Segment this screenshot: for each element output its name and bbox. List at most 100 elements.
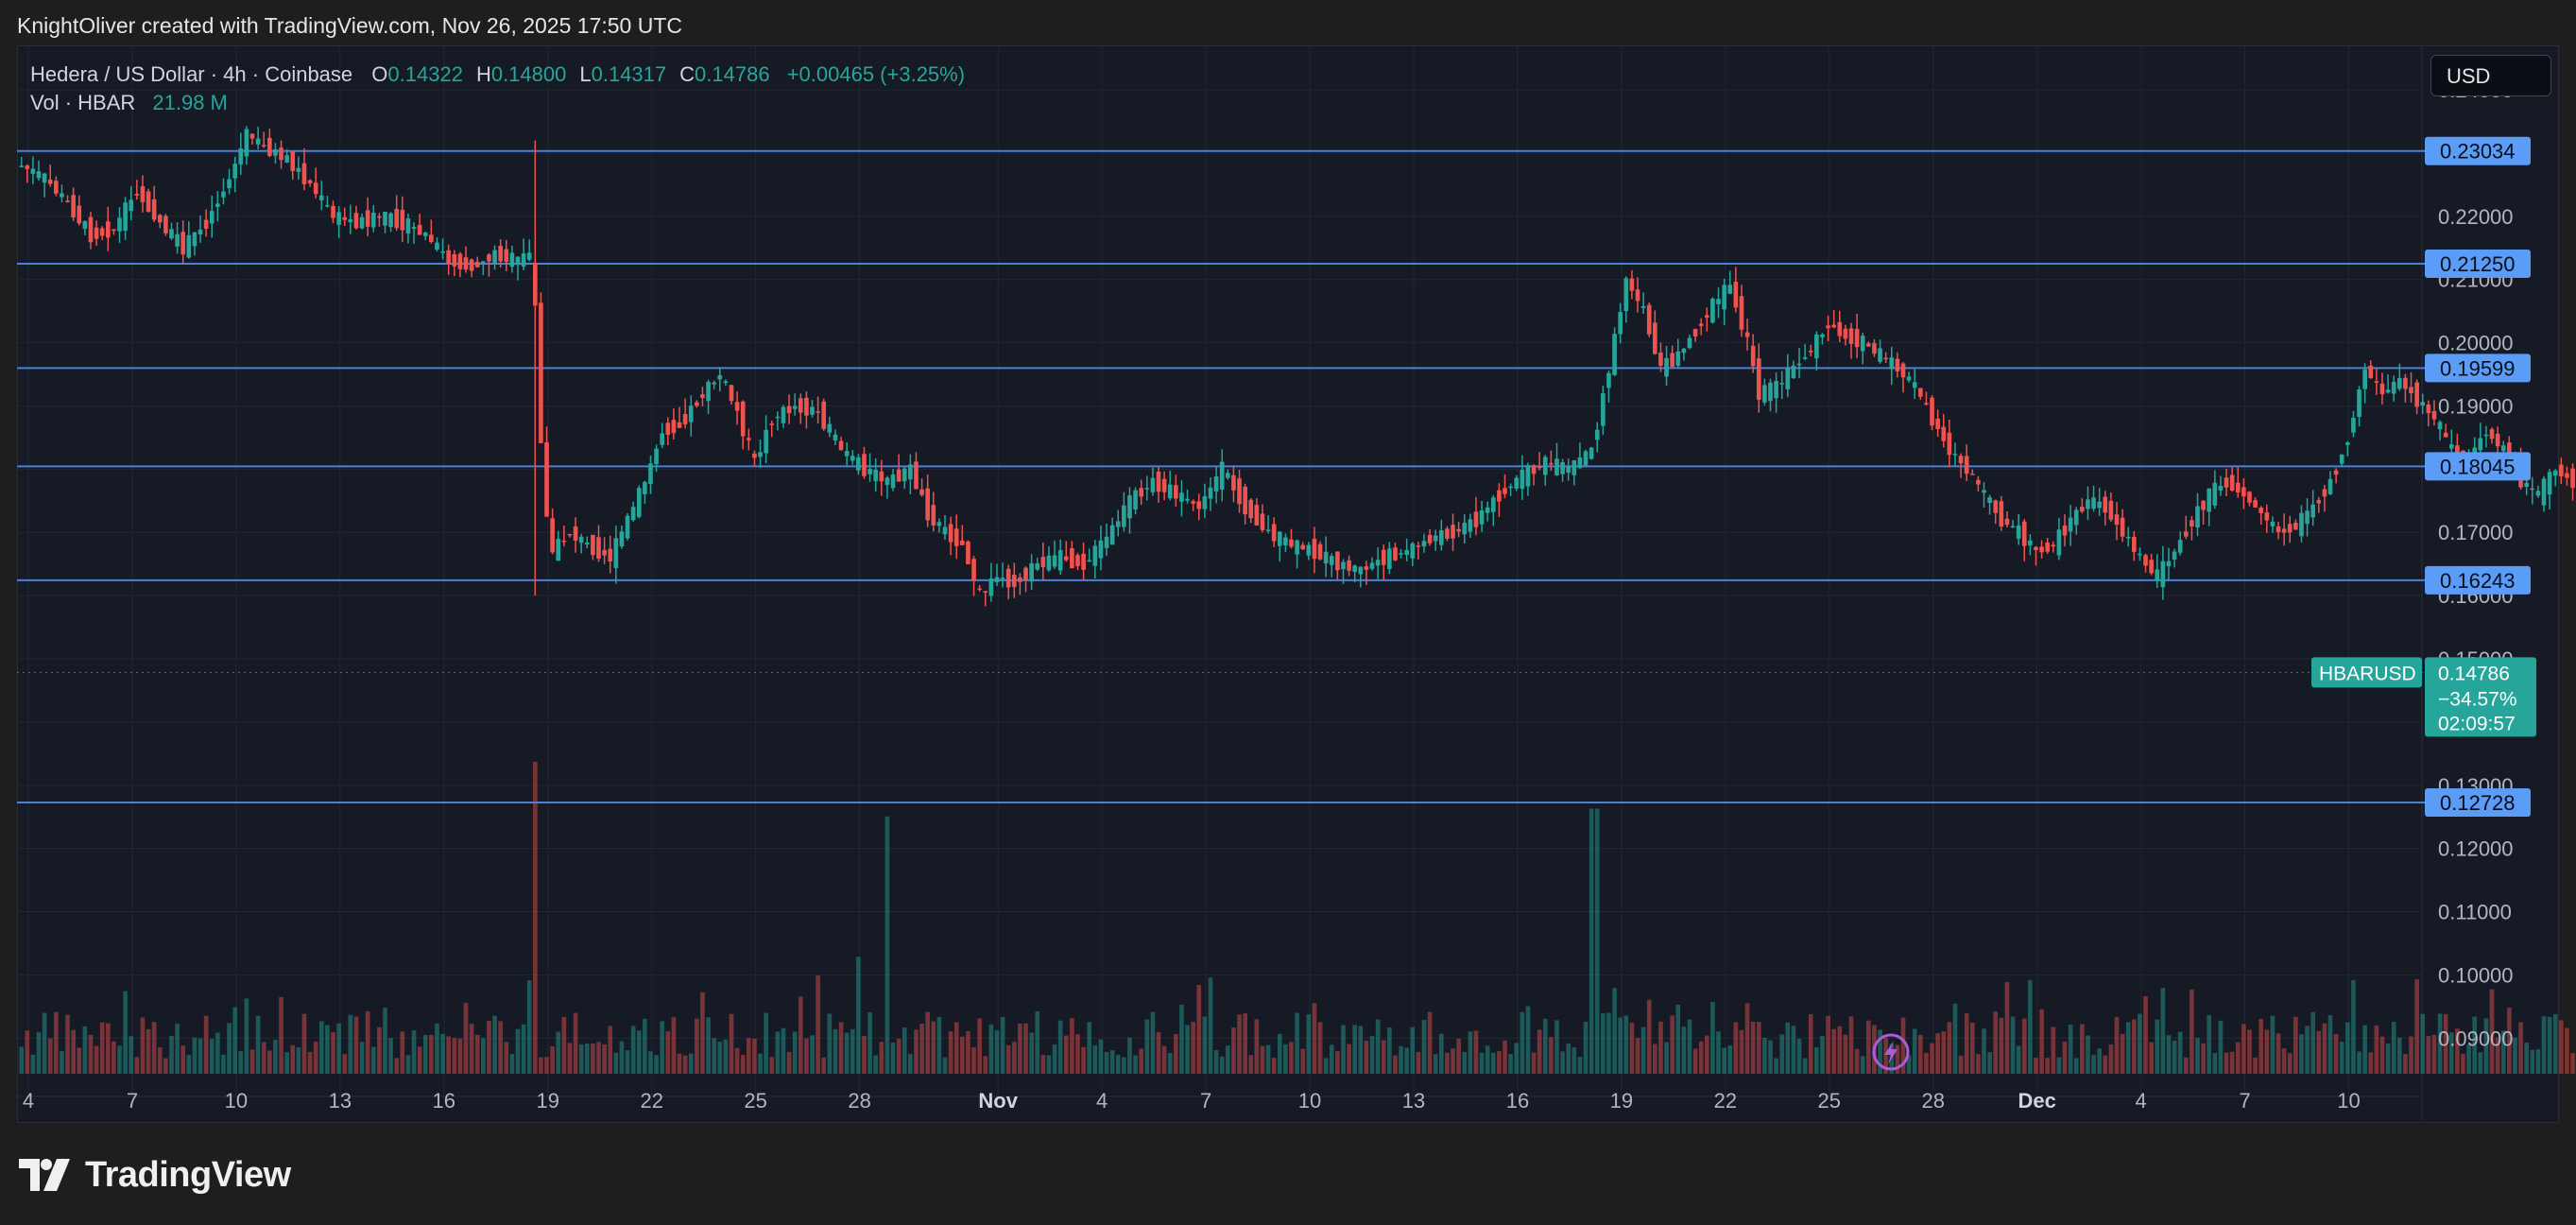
volume-bar (914, 1029, 919, 1074)
candle (2270, 516, 2275, 533)
candle (469, 258, 474, 278)
level-badge[interactable]: 0.21250 (2425, 250, 2531, 279)
volume-bar (1156, 1031, 1161, 1074)
time-tick-label: 19 (537, 1089, 559, 1113)
volume-bar (504, 1042, 509, 1074)
price-axis: 0.240000.230000.220000.210000.200000.190… (2438, 78, 2514, 1050)
volume-bar (1900, 1017, 1906, 1074)
volume-bar (1866, 1020, 1871, 1074)
volume-bar (2062, 1041, 2068, 1074)
candle (2333, 468, 2339, 484)
candle (908, 454, 913, 494)
volume-label[interactable]: Vol · HBAR (30, 91, 136, 114)
volume-bar (596, 1042, 601, 1074)
volume-bar (112, 1041, 116, 1074)
candle (584, 536, 590, 549)
level-badge[interactable]: 0.19599 (2425, 354, 2531, 383)
candle (1109, 517, 1115, 545)
volume-bar (42, 1012, 47, 1074)
candle (1208, 477, 1213, 511)
candle (232, 156, 237, 193)
volume-bar (931, 1021, 936, 1074)
volume-bar (2155, 1019, 2160, 1074)
candle (2224, 468, 2229, 496)
candle (463, 246, 469, 273)
candle (1087, 548, 1092, 562)
candle (2125, 526, 2131, 547)
ohlc-key-l: L (579, 62, 592, 86)
volume-bar (492, 1015, 497, 1074)
volume-bar (261, 1042, 266, 1074)
candle (1063, 541, 1069, 562)
volume-bar (1399, 1045, 1403, 1074)
candle (2552, 469, 2558, 487)
volume-bar (636, 1030, 642, 1074)
candle (2535, 485, 2541, 498)
level-badge[interactable]: 0.23034 (2425, 136, 2531, 165)
volume-bar (1347, 1044, 1351, 1074)
volume-bar (2461, 1053, 2465, 1074)
candle (1520, 455, 1525, 500)
candle (509, 245, 515, 273)
volume-bar (2149, 1042, 2154, 1074)
volume-bar (2068, 1024, 2073, 1074)
volume-bar (2362, 1025, 2367, 1074)
ohlc-values: O0.14322 H0.14800 L0.14317 C0.14786 (358, 62, 769, 86)
candle (1092, 540, 1098, 579)
candle (2004, 510, 2010, 527)
volume-bar (417, 1046, 422, 1074)
volume-bar (1739, 1029, 1744, 1074)
volume-bar (1075, 1034, 1080, 1074)
level-badge[interactable]: 0.16243 (2425, 565, 2531, 595)
candle (925, 474, 930, 527)
volume-bar (2045, 1058, 2051, 1074)
candle (1225, 469, 1230, 480)
candle (1179, 480, 1184, 517)
candle (1213, 466, 1219, 504)
candle (884, 475, 890, 499)
volume-bar (1594, 808, 1600, 1074)
volume-bar (2396, 1037, 2402, 1074)
level-badge[interactable]: 0.12728 (2425, 787, 2531, 817)
candle (2021, 518, 2027, 561)
currency-button[interactable]: USD (2430, 55, 2551, 96)
level-badge[interactable]: 0.18045 (2425, 452, 2531, 481)
candle (1716, 287, 1721, 319)
volume-bar (827, 1013, 833, 1074)
candle (1335, 551, 1340, 580)
volume-bar (1969, 1022, 1975, 1074)
volume-bar (1243, 1013, 1247, 1074)
candle (2247, 491, 2252, 507)
volume-bar (1011, 1042, 1017, 1074)
candle (1681, 348, 1687, 361)
candle (960, 525, 965, 546)
volume-bar (2201, 1043, 2206, 1074)
volume-bar (2466, 1044, 2471, 1074)
candle (249, 132, 255, 146)
chart-pane[interactable] (17, 45, 2559, 1123)
symbol-price-tag[interactable]: HBARUSD (2311, 657, 2422, 688)
volume-bar (971, 1046, 976, 1074)
volume-bar (1219, 1056, 1225, 1074)
volume-bar (862, 1035, 867, 1074)
volume-bar (290, 1044, 296, 1074)
volume-bar (463, 1003, 469, 1074)
volume-bar (331, 1031, 335, 1074)
volume-bar (1976, 1054, 1981, 1074)
volume-bar (307, 1051, 313, 1074)
volume-bar (2103, 1055, 2108, 1074)
volume-bar (1150, 1011, 1156, 1074)
volume-bar (1202, 1016, 1208, 1074)
symbol-title[interactable]: Hedera / US Dollar · 4h · Coinbase (30, 62, 353, 86)
candle (1237, 470, 1242, 513)
volume-bar (1393, 1055, 1398, 1074)
candle (1601, 385, 1606, 436)
last-price-badge[interactable]: 0.14786 −34.57% 02:09:57 (2425, 657, 2536, 737)
lightning-icon[interactable] (1872, 1033, 1910, 1071)
candle (151, 185, 157, 222)
candle (1421, 533, 1427, 553)
volume-bar (2224, 1052, 2229, 1074)
volume-bar (1300, 1048, 1306, 1074)
candle (1508, 483, 1513, 496)
